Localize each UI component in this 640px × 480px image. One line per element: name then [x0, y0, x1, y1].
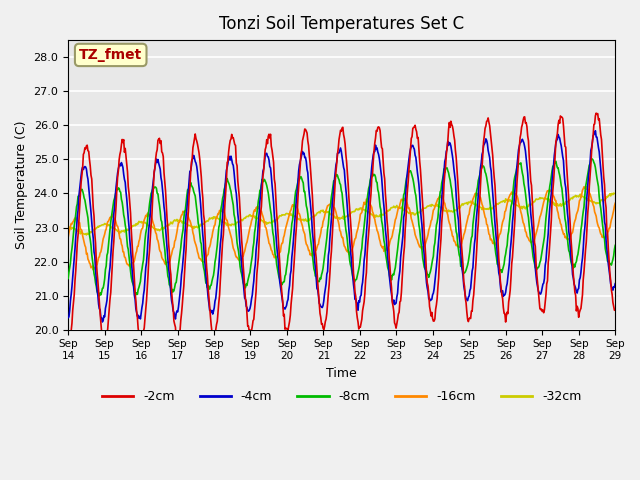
Y-axis label: Soil Temperature (C): Soil Temperature (C): [15, 120, 28, 249]
Text: TZ_fmet: TZ_fmet: [79, 48, 142, 62]
Legend: -2cm, -4cm, -8cm, -16cm, -32cm: -2cm, -4cm, -8cm, -16cm, -32cm: [97, 385, 586, 408]
Title: Tonzi Soil Temperatures Set C: Tonzi Soil Temperatures Set C: [219, 15, 464, 33]
X-axis label: Time: Time: [326, 367, 357, 380]
